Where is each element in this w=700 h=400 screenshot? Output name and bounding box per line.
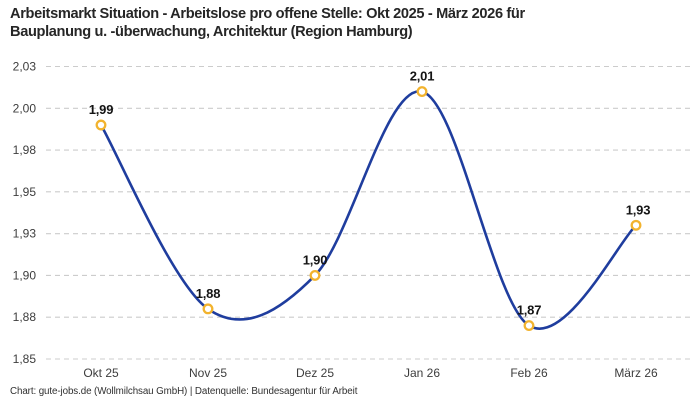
data-point-label: 1,99 xyxy=(89,102,114,117)
x-tick-label: Okt 25 xyxy=(83,366,119,380)
chart-title-line2: Bauplanung u. -überwachung, Architektur … xyxy=(10,24,413,40)
data-point-marker[interactable] xyxy=(523,320,535,332)
y-tick-label: 1,98 xyxy=(13,143,37,157)
data-point-label: 1,87 xyxy=(517,303,542,318)
data-point-label: 2,01 xyxy=(410,69,435,84)
x-tick-label: Dez 25 xyxy=(296,366,334,380)
y-tick-label: 1,93 xyxy=(13,227,37,241)
y-tick-label: 2,03 xyxy=(13,60,37,74)
x-tick-label: Feb 26 xyxy=(510,366,548,380)
y-tick-label: 1,85 xyxy=(13,352,37,366)
y-tick-label: 1,95 xyxy=(13,185,37,199)
data-point-marker[interactable] xyxy=(202,303,214,315)
x-tick-label: März 26 xyxy=(614,366,658,380)
data-point-marker[interactable] xyxy=(630,219,642,231)
chart-title-line1: Arbeitsmarkt Situation - Arbeitslose pro… xyxy=(10,6,525,22)
data-point-marker[interactable] xyxy=(416,86,428,98)
data-point-marker[interactable] xyxy=(309,269,321,281)
data-series-line xyxy=(99,90,638,330)
x-tick-label: Nov 25 xyxy=(189,366,227,380)
data-point-marker[interactable] xyxy=(95,119,107,131)
x-tick-label: Jan 26 xyxy=(404,366,440,380)
data-point-label: 1,93 xyxy=(626,202,651,217)
y-tick-label: 1,88 xyxy=(13,310,37,324)
data-point-label: 1,88 xyxy=(196,286,221,301)
chart-title: Arbeitsmarkt Situation - Arbeitslose pro… xyxy=(10,5,692,41)
y-tick-label: 2,00 xyxy=(13,101,37,115)
data-point-label: 1,90 xyxy=(303,252,328,267)
chart-credit: Chart: gute-jobs.de (Wollmilchsau GmbH) … xyxy=(10,386,358,397)
y-tick-label: 1,90 xyxy=(13,268,37,282)
